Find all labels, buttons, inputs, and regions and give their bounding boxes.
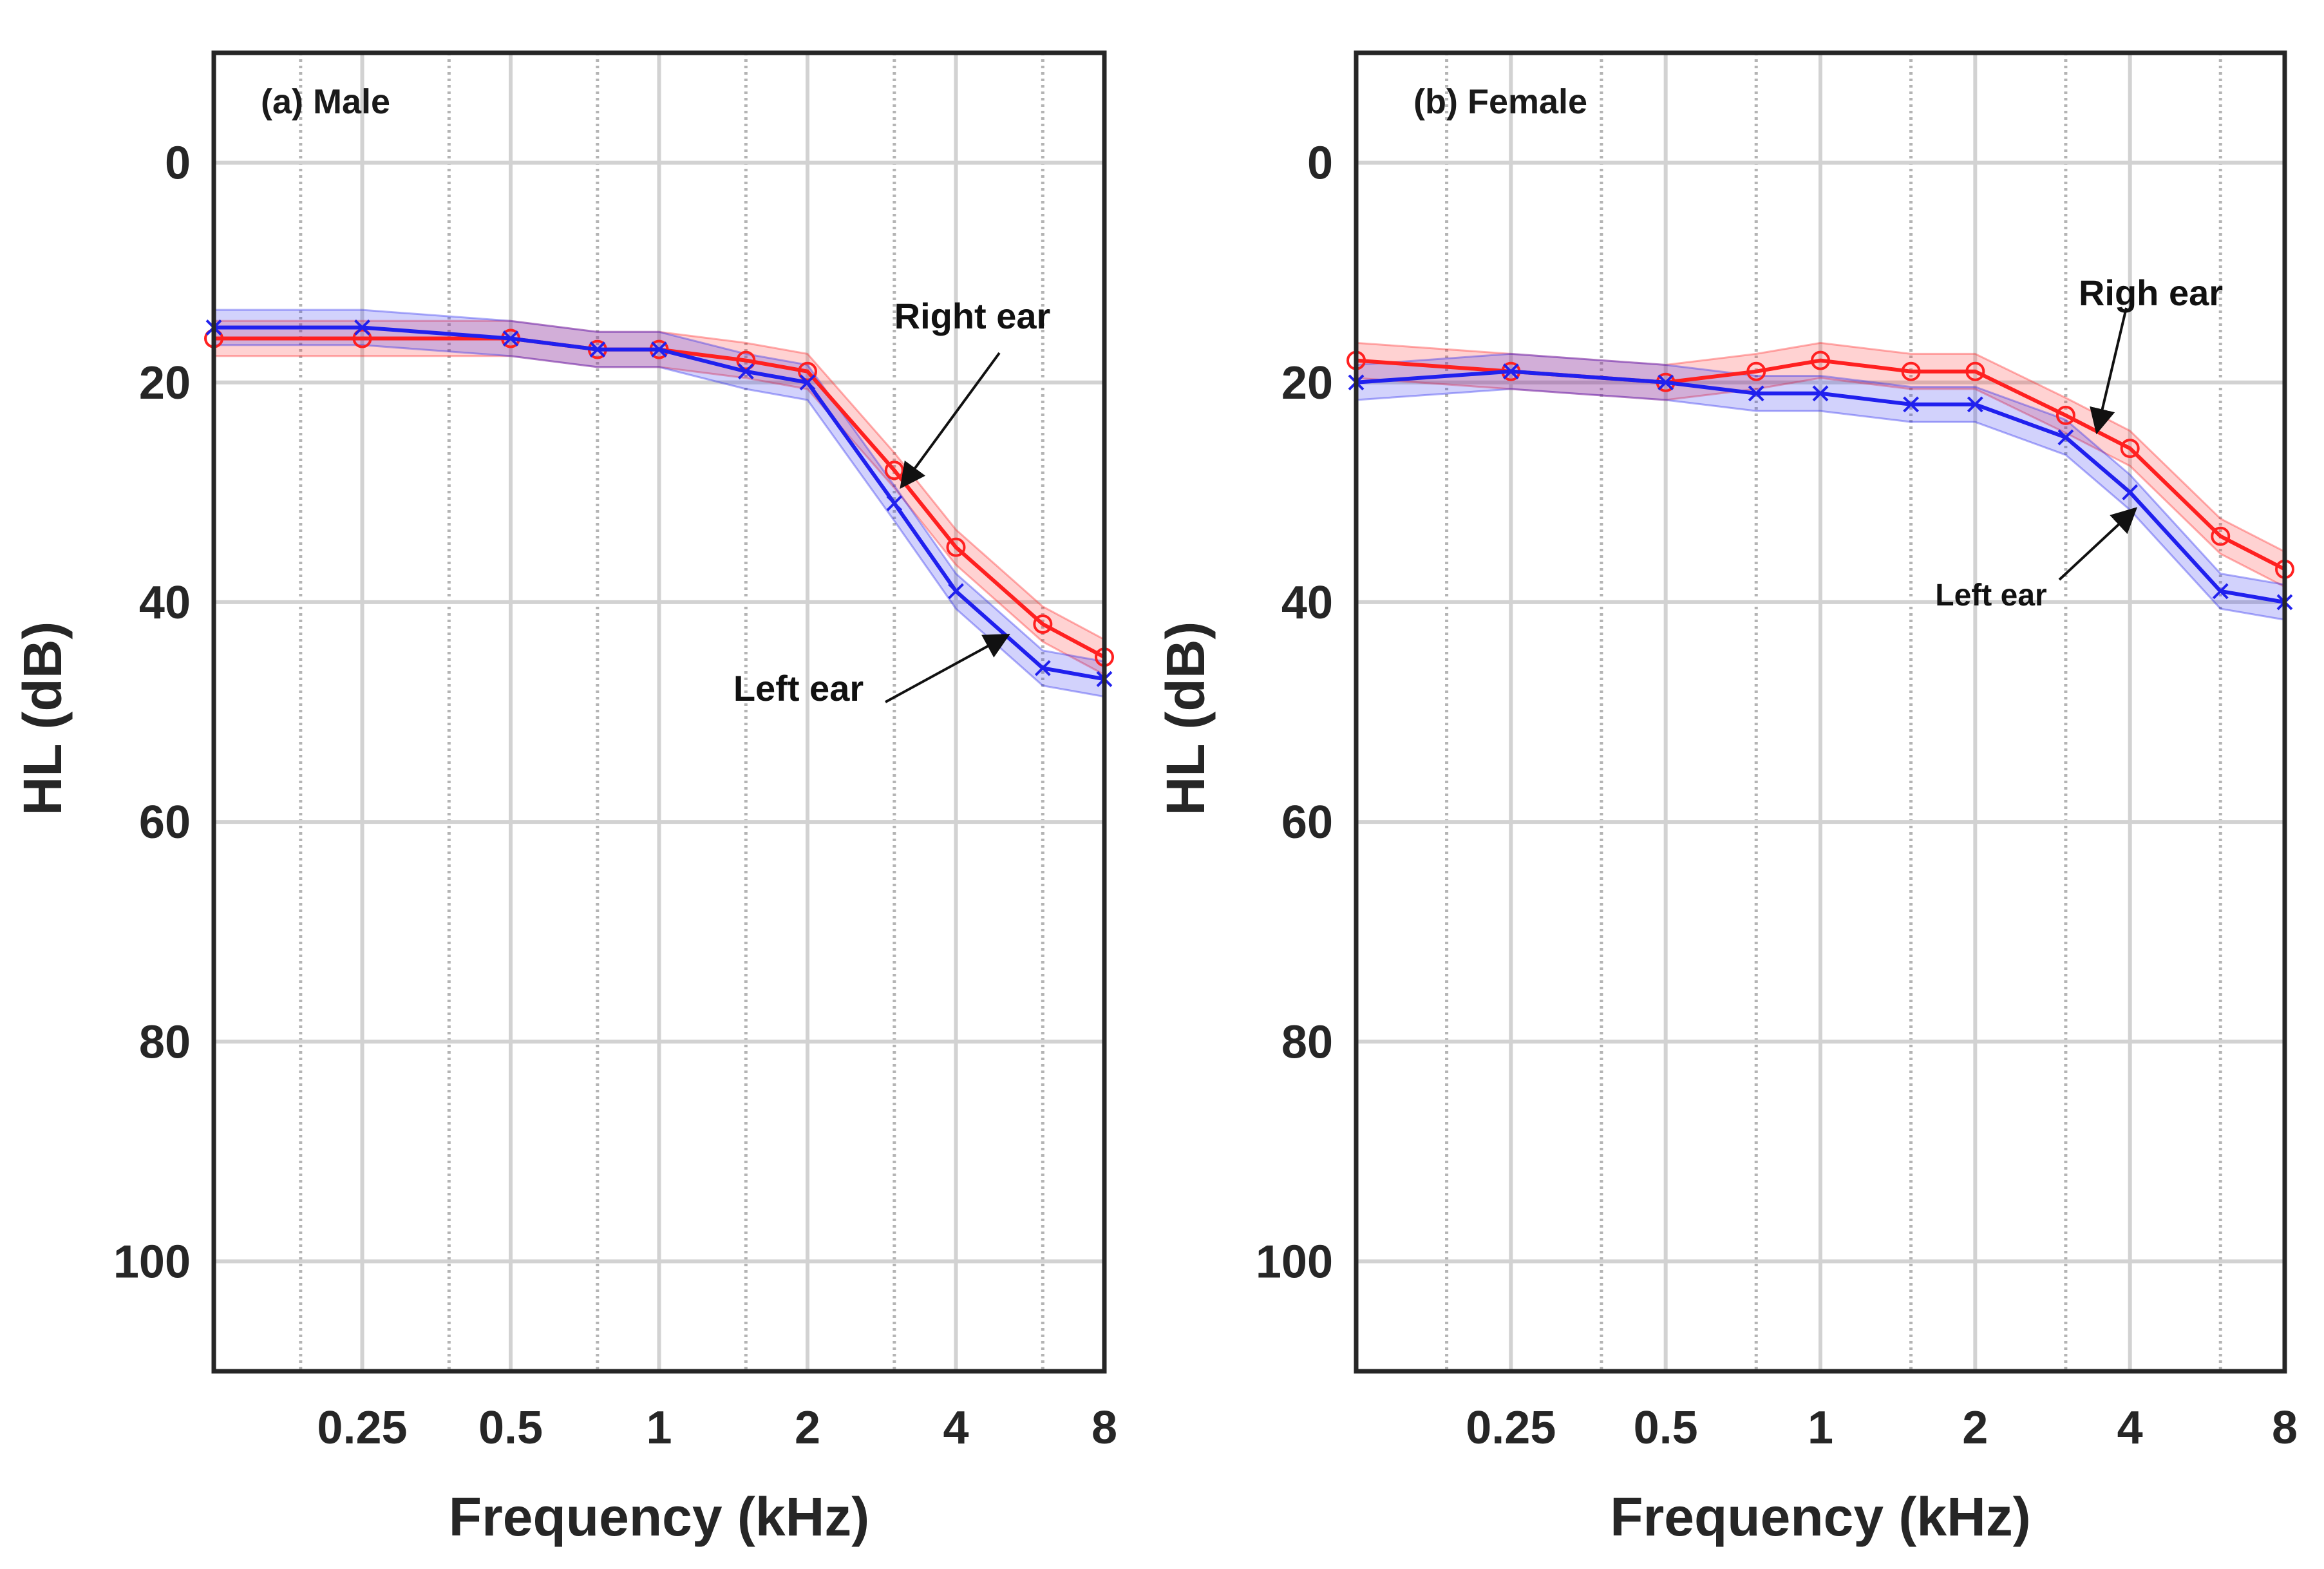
y-tick-label: 0: [165, 138, 191, 189]
annotation-arrow: [2058, 507, 2138, 581]
data-point-left-ear: [1658, 374, 1674, 391]
y-tick-label: 60: [139, 797, 191, 848]
data-point-left-ear: [2057, 429, 2074, 446]
y-tick-label: 40: [139, 577, 191, 629]
y-tick-label: 100: [1256, 1236, 1333, 1288]
x-tick-label: 0.25: [1466, 1402, 1556, 1454]
data-point-right-ear: [946, 537, 966, 557]
data-point-right-ear: [352, 328, 372, 348]
x-axis-label: Frequency (kHz): [449, 1487, 869, 1547]
annotation-label: Left ear: [733, 668, 864, 708]
data-point-left-ear: [948, 583, 964, 600]
x-tick-label: 4: [2117, 1402, 2143, 1454]
axes-frame: [1354, 50, 2287, 1374]
data-point-right-ear: [1033, 614, 1053, 634]
data-point-left-ear: [651, 341, 667, 357]
data-point-left-ear: [2212, 583, 2229, 600]
y-tick-label: 20: [1281, 357, 1333, 409]
panel-title: (a) Male: [261, 82, 390, 121]
x-tick-label: 1: [646, 1402, 672, 1454]
annotation-arrow: [885, 634, 1010, 703]
data-point-righ-ear: [2055, 405, 2075, 425]
x-tick-label: 2: [1962, 1402, 1988, 1454]
y-tick-label: 100: [113, 1236, 191, 1288]
data-point-righ-ear: [1901, 361, 1921, 381]
y-tick-label: 60: [1281, 797, 1333, 848]
y-tick-label: 20: [139, 357, 191, 409]
data-point-left-ear: [886, 495, 903, 511]
annotation-label: Left ear: [1935, 578, 2046, 613]
data-point-left-ear: [799, 374, 816, 391]
y-tick-label: 40: [1281, 577, 1333, 629]
data-point-left-ear: [737, 363, 754, 380]
x-tick-label: 0.5: [1634, 1402, 1698, 1454]
data-point-left-ear: [502, 330, 519, 347]
x-tick-label: 0.25: [317, 1402, 407, 1454]
data-point-righ-ear: [2120, 439, 2140, 459]
x-axis-label: Frequency (kHz): [1610, 1487, 2030, 1547]
data-point-righ-ear: [2211, 526, 2231, 546]
x-tick-label: 0.5: [478, 1402, 543, 1454]
data-point-righ-ear: [1965, 361, 1985, 381]
x-tick-label: 8: [1091, 1402, 1117, 1454]
annotation-label: Right ear: [894, 296, 1051, 336]
data-point-righ-ear: [1811, 350, 1830, 370]
x-tick-label: 1: [1808, 1402, 1833, 1454]
annotation-label: Righ ear: [2079, 272, 2223, 313]
x-tick-label: 8: [2272, 1402, 2298, 1454]
series-line-right-ear: [214, 336, 1106, 659]
y-axis-label: HL (dB): [1155, 622, 1216, 816]
y-tick-label: 80: [139, 1016, 191, 1068]
data-point-left-ear: [1034, 660, 1051, 676]
data-point-right-ear: [798, 361, 817, 381]
data-point-left-ear: [1812, 385, 1829, 402]
annotation-arrow: [900, 352, 1001, 490]
panel-title: (b) Female: [1413, 82, 1587, 121]
axes-frame: [211, 50, 1107, 1374]
x-tick-label: 4: [943, 1402, 968, 1454]
data-point-left-ear: [1903, 396, 1920, 413]
data-point-left-ear: [354, 319, 370, 336]
data-point-left-ear: [1748, 385, 1764, 402]
data-point-left-ear: [2122, 484, 2139, 500]
data-point-left-ear: [1502, 363, 1519, 380]
x-tick-label: 2: [795, 1402, 820, 1454]
y-tick-label: 80: [1281, 1016, 1333, 1068]
data-point-left-ear: [589, 341, 606, 357]
data-point-right-ear: [736, 350, 756, 370]
y-tick-label: 0: [1307, 138, 1333, 189]
data-point-righ-ear: [1746, 361, 1766, 381]
y-axis-label: HL (dB): [12, 622, 73, 816]
annotation-arrow: [2090, 307, 2128, 435]
data-point-left-ear: [1967, 396, 1983, 413]
